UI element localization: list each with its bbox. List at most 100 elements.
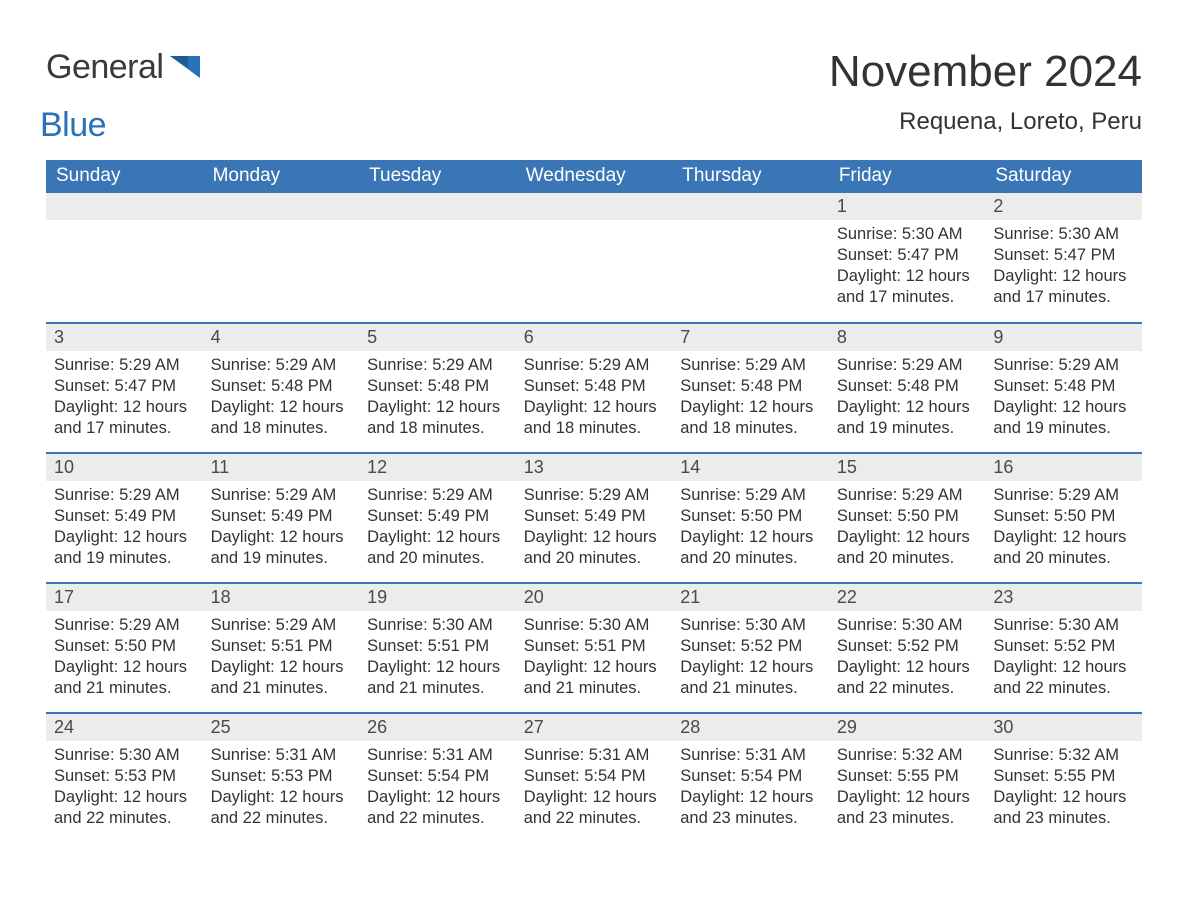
day-daylight1: Daylight: 12 hours	[837, 397, 978, 418]
weekday-header: Thursday	[672, 160, 829, 193]
day-details: Sunrise: 5:29 AMSunset: 5:47 PMDaylight:…	[46, 351, 203, 447]
day-details: Sunrise: 5:29 AMSunset: 5:49 PMDaylight:…	[516, 481, 673, 577]
day-daylight1: Daylight: 12 hours	[211, 397, 352, 418]
day-daylight1: Daylight: 12 hours	[211, 527, 352, 548]
calendar-day-cell: 7Sunrise: 5:29 AMSunset: 5:48 PMDaylight…	[672, 323, 829, 453]
day-sunset: Sunset: 5:54 PM	[524, 766, 665, 787]
day-sunset: Sunset: 5:49 PM	[54, 506, 195, 527]
weekday-header: Monday	[203, 160, 360, 193]
day-sunrise: Sunrise: 5:29 AM	[54, 485, 195, 506]
day-daylight2: and 22 minutes.	[211, 808, 352, 829]
day-daylight2: and 21 minutes.	[680, 678, 821, 699]
day-details: Sunrise: 5:30 AMSunset: 5:47 PMDaylight:…	[829, 220, 986, 316]
day-details: Sunrise: 5:29 AMSunset: 5:48 PMDaylight:…	[672, 351, 829, 447]
day-daylight2: and 20 minutes.	[367, 548, 508, 569]
location-label: Requena, Loreto, Peru	[829, 108, 1142, 136]
flag-icon	[170, 56, 200, 83]
calendar-day-cell: 10Sunrise: 5:29 AMSunset: 5:49 PMDayligh…	[46, 453, 203, 583]
day-sunrise: Sunrise: 5:30 AM	[993, 615, 1134, 636]
day-number: 28	[672, 714, 829, 741]
day-sunrise: Sunrise: 5:30 AM	[680, 615, 821, 636]
day-sunset: Sunset: 5:52 PM	[837, 636, 978, 657]
day-daylight2: and 19 minutes.	[54, 548, 195, 569]
calendar-day-cell: 27Sunrise: 5:31 AMSunset: 5:54 PMDayligh…	[516, 713, 673, 843]
day-daylight2: and 20 minutes.	[680, 548, 821, 569]
day-daylight2: and 21 minutes.	[211, 678, 352, 699]
day-sunrise: Sunrise: 5:30 AM	[993, 224, 1134, 245]
day-sunset: Sunset: 5:55 PM	[837, 766, 978, 787]
day-number: 22	[829, 584, 986, 611]
day-details: Sunrise: 5:29 AMSunset: 5:50 PMDaylight:…	[985, 481, 1142, 577]
day-number: 30	[985, 714, 1142, 741]
day-number: 12	[359, 454, 516, 481]
day-sunset: Sunset: 5:53 PM	[54, 766, 195, 787]
day-number: 10	[46, 454, 203, 481]
day-sunrise: Sunrise: 5:29 AM	[680, 355, 821, 376]
weekday-header: Tuesday	[359, 160, 516, 193]
day-daylight1: Daylight: 12 hours	[524, 397, 665, 418]
month-title: November 2024	[829, 50, 1142, 94]
day-daylight2: and 17 minutes.	[993, 287, 1134, 308]
day-sunset: Sunset: 5:47 PM	[54, 376, 195, 397]
logo-text-block: General Blue	[46, 50, 200, 142]
day-number: 21	[672, 584, 829, 611]
calendar-header-row: Sunday Monday Tuesday Wednesday Thursday…	[46, 160, 1142, 193]
calendar-week-row: 1Sunrise: 5:30 AMSunset: 5:47 PMDaylight…	[46, 193, 1142, 323]
day-daylight2: and 22 minutes.	[367, 808, 508, 829]
day-sunset: Sunset: 5:50 PM	[54, 636, 195, 657]
day-daylight2: and 22 minutes.	[54, 808, 195, 829]
calendar-day-cell: 5Sunrise: 5:29 AMSunset: 5:48 PMDaylight…	[359, 323, 516, 453]
day-daylight2: and 17 minutes.	[837, 287, 978, 308]
day-sunrise: Sunrise: 5:31 AM	[367, 745, 508, 766]
day-daylight2: and 20 minutes.	[993, 548, 1134, 569]
day-details: Sunrise: 5:30 AMSunset: 5:52 PMDaylight:…	[672, 611, 829, 707]
day-daylight2: and 21 minutes.	[54, 678, 195, 699]
day-sunset: Sunset: 5:48 PM	[993, 376, 1134, 397]
calendar-day-cell: 21Sunrise: 5:30 AMSunset: 5:52 PMDayligh…	[672, 583, 829, 713]
calendar-day-cell: 24Sunrise: 5:30 AMSunset: 5:53 PMDayligh…	[46, 713, 203, 843]
day-daylight2: and 23 minutes.	[837, 808, 978, 829]
day-number: 3	[46, 324, 203, 351]
day-sunset: Sunset: 5:49 PM	[211, 506, 352, 527]
calendar-day-cell: 17Sunrise: 5:29 AMSunset: 5:50 PMDayligh…	[46, 583, 203, 713]
day-number: 27	[516, 714, 673, 741]
day-daylight1: Daylight: 12 hours	[680, 397, 821, 418]
day-details: Sunrise: 5:29 AMSunset: 5:51 PMDaylight:…	[203, 611, 360, 707]
header-region: General Blue November 2024 Requena, Lore…	[46, 50, 1142, 142]
day-sunset: Sunset: 5:50 PM	[993, 506, 1134, 527]
day-details: Sunrise: 5:29 AMSunset: 5:50 PMDaylight:…	[829, 481, 986, 577]
weekday-header: Sunday	[46, 160, 203, 193]
calendar-day-cell	[672, 193, 829, 323]
logo-word-blue: Blue	[40, 108, 200, 142]
calendar-table: Sunday Monday Tuesday Wednesday Thursday…	[46, 160, 1142, 843]
day-daylight1: Daylight: 12 hours	[367, 527, 508, 548]
day-daylight1: Daylight: 12 hours	[837, 266, 978, 287]
day-daylight2: and 18 minutes.	[211, 418, 352, 439]
day-details: Sunrise: 5:29 AMSunset: 5:48 PMDaylight:…	[516, 351, 673, 447]
day-daylight2: and 21 minutes.	[524, 678, 665, 699]
day-daylight1: Daylight: 12 hours	[367, 397, 508, 418]
day-details: Sunrise: 5:29 AMSunset: 5:48 PMDaylight:…	[203, 351, 360, 447]
day-details: Sunrise: 5:31 AMSunset: 5:54 PMDaylight:…	[516, 741, 673, 837]
day-sunrise: Sunrise: 5:30 AM	[837, 615, 978, 636]
calendar-week-row: 3Sunrise: 5:29 AMSunset: 5:47 PMDaylight…	[46, 323, 1142, 453]
day-sunset: Sunset: 5:50 PM	[680, 506, 821, 527]
day-sunset: Sunset: 5:51 PM	[211, 636, 352, 657]
calendar-day-cell: 1Sunrise: 5:30 AMSunset: 5:47 PMDaylight…	[829, 193, 986, 323]
day-sunrise: Sunrise: 5:29 AM	[211, 485, 352, 506]
day-details: Sunrise: 5:29 AMSunset: 5:48 PMDaylight:…	[829, 351, 986, 447]
calendar-day-cell: 26Sunrise: 5:31 AMSunset: 5:54 PMDayligh…	[359, 713, 516, 843]
day-daylight1: Daylight: 12 hours	[54, 657, 195, 678]
day-number: 26	[359, 714, 516, 741]
day-sunrise: Sunrise: 5:29 AM	[367, 355, 508, 376]
calendar-day-cell: 20Sunrise: 5:30 AMSunset: 5:51 PMDayligh…	[516, 583, 673, 713]
day-number: 7	[672, 324, 829, 351]
day-daylight2: and 22 minutes.	[524, 808, 665, 829]
day-number: 19	[359, 584, 516, 611]
day-daylight1: Daylight: 12 hours	[680, 657, 821, 678]
calendar-day-cell: 25Sunrise: 5:31 AMSunset: 5:53 PMDayligh…	[203, 713, 360, 843]
day-daylight2: and 19 minutes.	[993, 418, 1134, 439]
day-sunrise: Sunrise: 5:29 AM	[993, 355, 1134, 376]
calendar-day-cell: 30Sunrise: 5:32 AMSunset: 5:55 PMDayligh…	[985, 713, 1142, 843]
day-sunset: Sunset: 5:48 PM	[680, 376, 821, 397]
